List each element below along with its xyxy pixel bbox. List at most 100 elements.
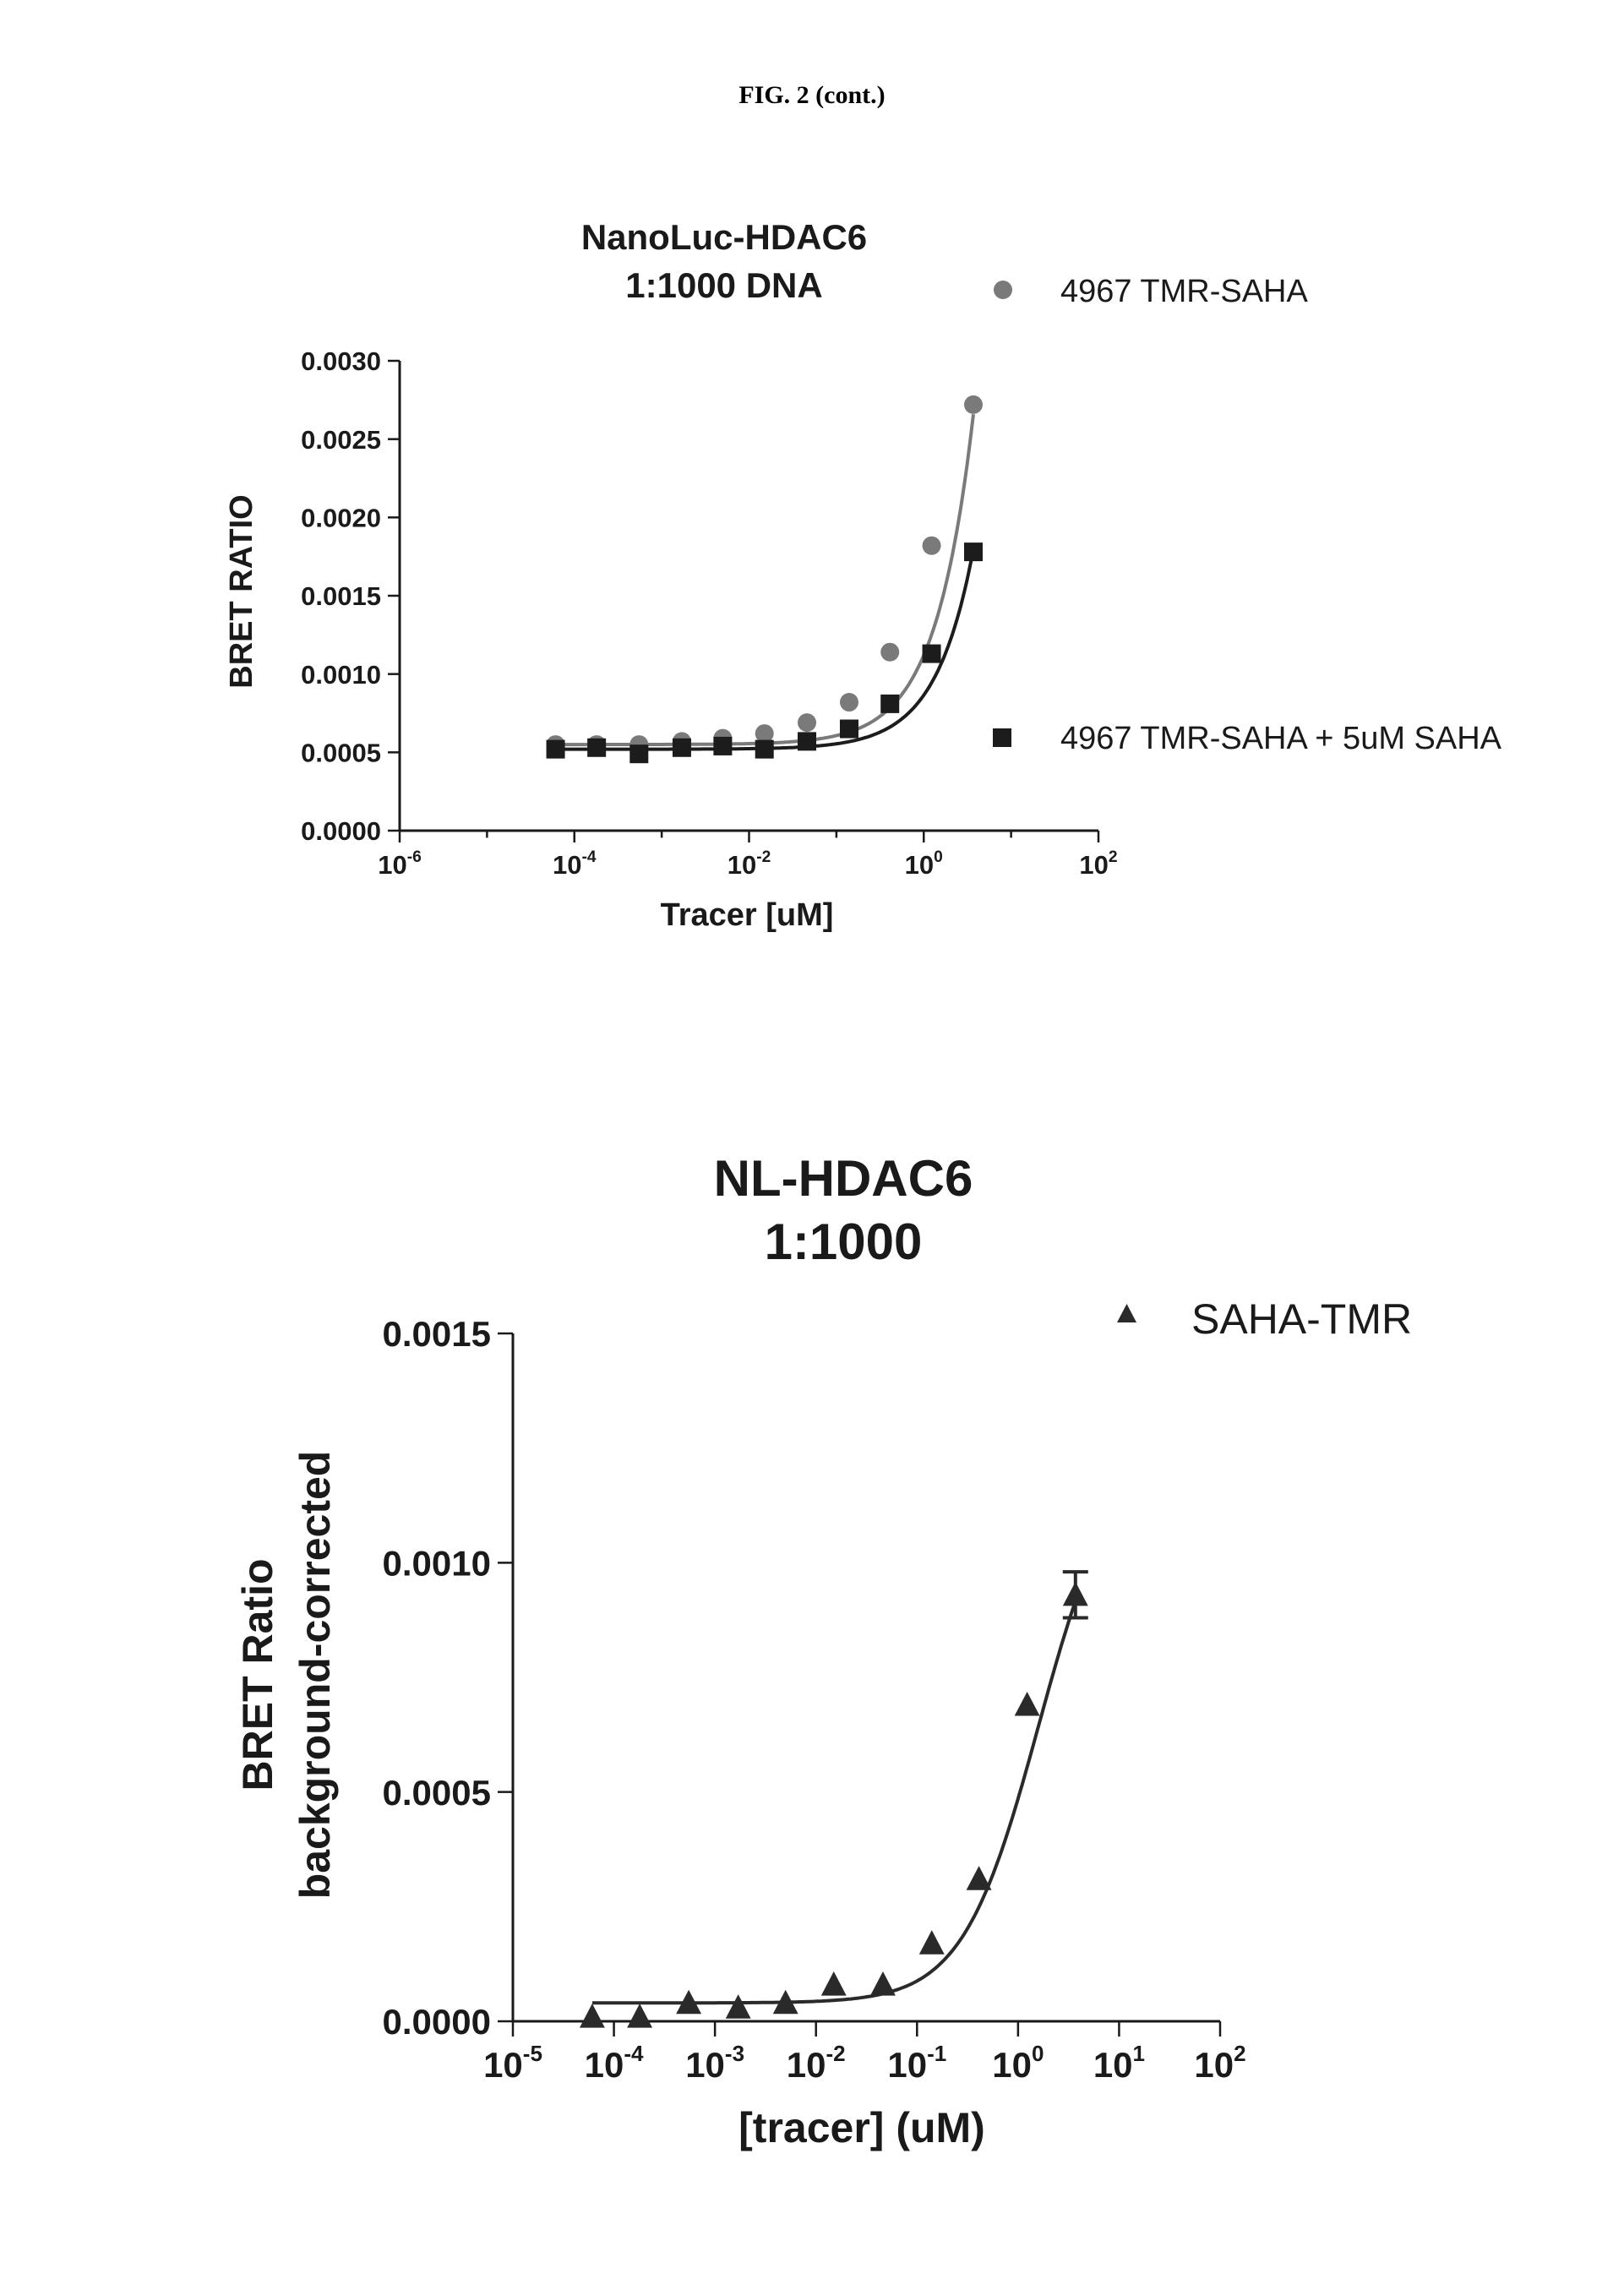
chart1-point-square — [798, 732, 817, 751]
chart2-title-line2: 1:1000 — [765, 1213, 923, 1270]
chart1-point-square — [672, 738, 691, 757]
chart2-x-tick-base: 10 — [483, 2045, 523, 2085]
chart2-x-tick-label: 10-1 — [887, 2041, 946, 2085]
chart2-point-triangle — [579, 2003, 605, 2028]
chart2-x-tick-base: 10 — [1093, 2045, 1133, 2085]
legend-square-marker — [993, 728, 1011, 747]
chart1-y-tick-label: 0.0000 — [301, 816, 381, 846]
chart1-point-square — [755, 739, 774, 759]
chart2-x-tick-base: 10 — [1194, 2045, 1234, 2085]
chart2-x-tick-exponent: 2 — [1234, 2041, 1245, 2066]
legend-label-series1: 4967 TMR-SAHA — [1060, 274, 1309, 309]
chart-nl-hdac6: NL-HDAC6 1:1000 0.0000 0.0005 0.0010 0.0015… — [234, 1150, 1412, 2151]
chart1-y-tick-label: 0.0030 — [301, 346, 381, 376]
chart1-point-circle — [880, 642, 900, 662]
chart1-point-square — [629, 744, 649, 764]
chart2-point-triangle — [870, 1971, 896, 1996]
chart1-y-tick-label: 0.0015 — [301, 581, 381, 611]
chart1-point-square — [713, 736, 733, 755]
figure-label: FIG. 2 (cont.) — [738, 81, 886, 109]
chart2-x-tick-exponent: -4 — [624, 2041, 644, 2066]
chart2-x-axis-label: [tracer] (uM) — [738, 2104, 985, 2151]
chart1-x-tick-exponent: -4 — [581, 848, 596, 866]
chart-nanoluc-hdac6: NanoLuc-HDAC6 1:1000 DNA 0.00000.00050.0… — [224, 217, 1502, 933]
chart2-x-tick-exponent: -5 — [523, 2041, 542, 2066]
chart1-title-line2: 1:1000 DNA — [625, 265, 822, 305]
chart2-plot-area — [579, 1570, 1088, 2028]
chart2-x-tick-label: 10-3 — [685, 2041, 744, 2085]
chart1-y-tick-label: 0.0005 — [301, 738, 381, 767]
legend-triangle-marker — [1117, 1304, 1136, 1322]
chart1-x-tick-base: 10 — [378, 850, 406, 880]
chart2-x-tick-base: 10 — [585, 2045, 624, 2085]
chart1-y-tick-label: 0.0010 — [301, 660, 381, 690]
chart1-point-square — [963, 543, 983, 562]
chart1-point-square — [922, 644, 941, 663]
chart2-x-tick-exponent: 1 — [1133, 2041, 1145, 2066]
chart1-axes: 0.0000 0.0005 0.0010 0.0015 0.0020 0.0025 0.00… — [301, 346, 1117, 880]
legend-label-saha-tmr: SAHA-TMR — [1191, 1295, 1412, 1343]
chart1-y-axis-label: BRET RATIO — [224, 494, 259, 688]
chart1-plot-area — [546, 395, 983, 764]
chart2-point-triangle — [820, 1971, 847, 1996]
chart1-legend: 4967 TMR-SAHA 4967 TMR-SAHA + 5uM SAHA — [993, 274, 1502, 756]
chart2-point-triangle — [918, 1930, 945, 1955]
chart2-title-line1: NL-HDAC6 — [714, 1150, 973, 1207]
chart2-x-tick-label: 101 — [1093, 2041, 1145, 2085]
chart1-x-tick-label: 102 — [1079, 848, 1117, 880]
chart2-point-triangle — [1062, 1581, 1088, 1606]
chart2-x-tick-base: 10 — [685, 2045, 725, 2085]
chart1-point-square — [880, 694, 900, 713]
chart2-point-triangle — [772, 1989, 798, 2015]
chart1-x-tick-base: 10 — [905, 850, 934, 880]
chart2-y-tick-label: 0.0010 — [383, 1543, 491, 1583]
chart2-x-tick-label: 10-5 — [483, 2041, 542, 2085]
chart1-x-tick-exponent: -6 — [407, 848, 422, 866]
chart1-x-tick-label: 10-4 — [553, 848, 597, 880]
chart2-point-triangle — [627, 2003, 653, 2028]
chart2-x-tick-exponent: -3 — [725, 2041, 744, 2066]
chart1-point-square — [587, 738, 607, 757]
chart1-point-circle — [839, 693, 858, 712]
chart1-point-circle — [963, 395, 983, 414]
chart2-point-triangle — [966, 1866, 992, 1890]
chart1-x-tick-base: 10 — [553, 850, 581, 880]
chart2-x-tick-exponent: 0 — [1032, 2041, 1044, 2066]
chart2-point-triangle — [1014, 1691, 1040, 1716]
chart2-x-tick-exponent: -1 — [927, 2041, 946, 2066]
chart1-x-tick-exponent: -2 — [756, 848, 771, 866]
chart1-fit-curve-1 — [555, 413, 975, 747]
chart1-x-tick-label: 10-6 — [378, 848, 422, 880]
chart1-x-tick-label: 10-2 — [728, 848, 771, 880]
chart2-x-tick-base: 10 — [787, 2045, 826, 2085]
chart2-x-tick-exponent: -2 — [826, 2041, 845, 2066]
chart1-x-tick-base: 10 — [1079, 850, 1108, 880]
chart1-point-square — [839, 719, 858, 739]
chart2-x-tick-label: 10-4 — [585, 2041, 644, 2085]
chart1-x-tick-base: 10 — [728, 850, 756, 880]
chart2-x-tick-label: 100 — [992, 2041, 1044, 2085]
chart2-y-axis-label-line1: BRET Ratio — [234, 1559, 281, 1791]
chart2-legend: SAHA-TMR — [1117, 1295, 1412, 1343]
chart1-x-tick-exponent: 2 — [1109, 848, 1118, 866]
chart2-x-tick-base: 10 — [992, 2045, 1032, 2085]
chart2-x-tick-label: 102 — [1194, 2041, 1245, 2085]
chart1-y-tick-label: 0.0020 — [301, 503, 381, 532]
chart2-point-triangle — [725, 1994, 751, 2019]
chart2-y-tick-label: 0.0015 — [383, 1314, 491, 1354]
chart2-y-tick-label: 0.0005 — [383, 1773, 491, 1813]
chart1-point-square — [546, 739, 565, 759]
chart1-point-circle — [922, 536, 941, 555]
chart1-point-circle — [798, 713, 817, 733]
chart2-y-axis-label-line2: background-corrected — [292, 1451, 339, 1900]
chart1-x-axis-label: Tracer [uM] — [661, 897, 834, 933]
chart2-point-triangle — [676, 1989, 702, 2015]
legend-circle-marker — [994, 281, 1012, 299]
chart1-fit-curve-2 — [555, 548, 975, 751]
chart1-x-tick-exponent: 0 — [934, 848, 943, 866]
chart1-point-circle — [755, 724, 774, 744]
chart2-x-tick-label: 10-2 — [787, 2041, 846, 2085]
chart2-x-tick-base: 10 — [887, 2045, 927, 2085]
chart1-y-tick-label: 0.0025 — [301, 425, 381, 455]
